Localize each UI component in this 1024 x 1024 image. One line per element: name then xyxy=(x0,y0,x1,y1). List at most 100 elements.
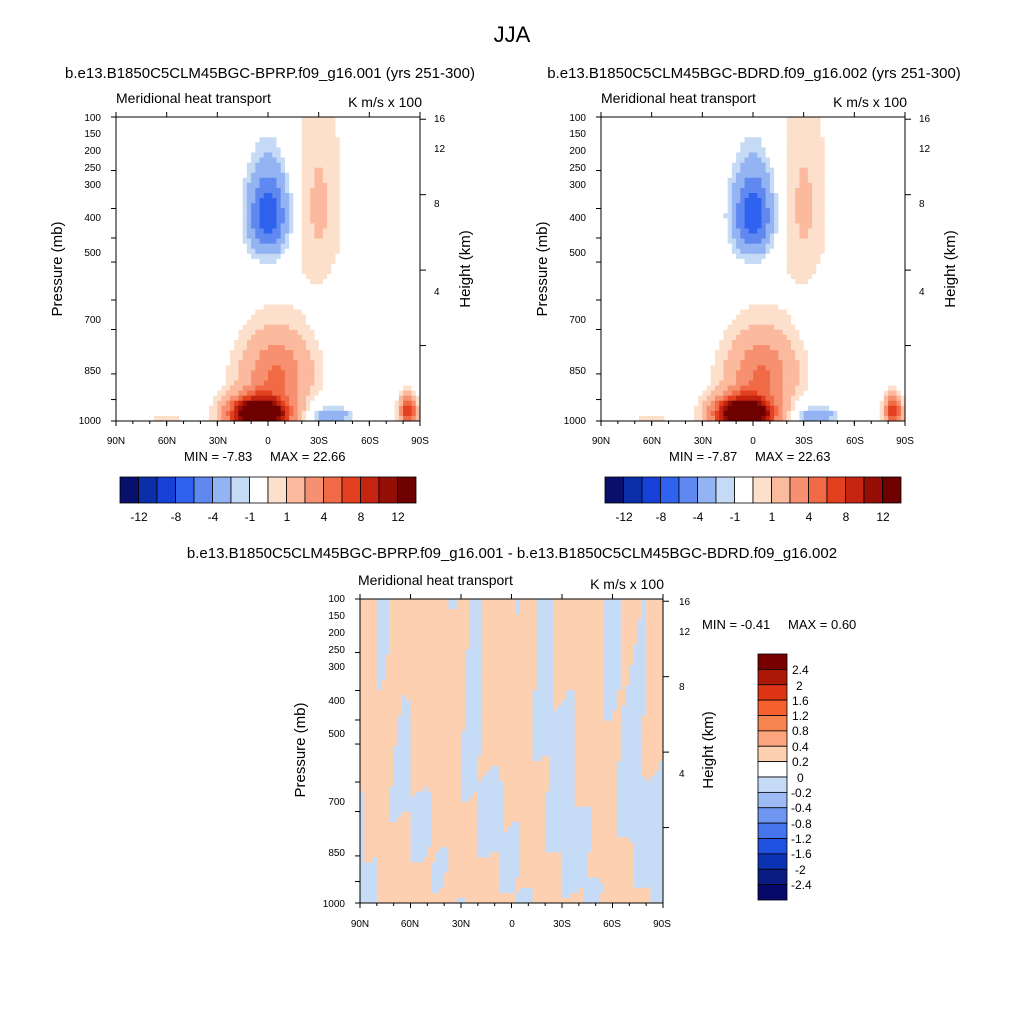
heatmap-cell xyxy=(242,350,248,356)
heatmap-cell xyxy=(280,395,286,402)
heatmap-cell xyxy=(394,365,400,371)
heatmap-cell xyxy=(137,400,142,407)
heatmap-cell xyxy=(259,350,265,356)
heatmap-cell xyxy=(141,329,146,336)
heatmap-cell xyxy=(200,324,206,331)
heatmap-cell xyxy=(344,147,349,153)
heatmap-cell xyxy=(382,314,387,321)
heatmap-cell xyxy=(259,294,265,300)
heatmap-cell xyxy=(297,208,303,214)
heatmap-cell xyxy=(339,370,345,376)
heatmap-cell xyxy=(390,117,396,123)
x-tick-label: 60N xyxy=(401,919,419,930)
heatmap-cell xyxy=(344,132,349,138)
y-ticks: 100 150 200 250 300 400 500 700 850 1000 xyxy=(564,113,587,427)
heatmap-cell xyxy=(192,400,197,407)
heatmap-cell xyxy=(365,385,370,391)
heatmap-cell xyxy=(765,117,771,123)
heatmap-cell xyxy=(120,198,125,204)
heatmap-cell xyxy=(289,182,294,189)
heatmap-cell xyxy=(196,187,201,194)
heatmap-cell xyxy=(120,289,125,295)
heatmap-cell xyxy=(213,218,218,224)
heatmap-cell xyxy=(255,228,260,234)
heatmap-cell xyxy=(875,142,881,148)
heatmap-cell xyxy=(255,309,260,315)
heatmap-cell xyxy=(892,127,897,133)
heatmap-cell xyxy=(411,177,417,184)
heatmap-cell xyxy=(196,157,201,163)
heatmap-cell xyxy=(187,243,193,250)
heatmap-cell xyxy=(373,309,379,315)
heatmap-cell xyxy=(137,157,142,163)
heatmap-cell xyxy=(124,243,130,250)
heatmap-cell xyxy=(141,400,146,407)
heatmap-cell xyxy=(141,172,146,179)
heatmap-cell xyxy=(382,405,387,412)
heatmap-cell xyxy=(170,380,176,386)
heatmap-cell xyxy=(124,258,130,265)
heatmap-cell xyxy=(158,233,163,239)
heatmap-cell xyxy=(327,405,332,412)
heatmap-cell xyxy=(289,127,294,133)
heatmap-cell xyxy=(149,324,155,331)
heatmap-cell xyxy=(403,360,408,366)
heatmap-cell xyxy=(268,319,273,326)
heatmap-cell xyxy=(655,117,661,123)
heatmap-cell xyxy=(145,193,151,199)
heatmap-cell xyxy=(647,132,653,138)
heatmap-cell xyxy=(322,172,328,179)
heatmap-cell xyxy=(352,269,358,275)
heatmap-cell xyxy=(322,309,328,315)
heatmap-cell xyxy=(251,345,256,351)
heatmap-cell xyxy=(613,137,619,143)
heatmap-cell xyxy=(196,263,201,270)
heatmap-cell xyxy=(289,350,294,356)
heatmap-cell xyxy=(166,162,172,169)
heatmap-cell xyxy=(335,304,341,310)
heatmap-cell xyxy=(116,157,121,163)
heatmap-cell xyxy=(858,122,864,128)
heatmap-cell xyxy=(382,329,387,336)
heatmap-cell xyxy=(900,127,906,133)
heatmap-cell xyxy=(128,380,134,386)
heatmap-cell xyxy=(331,350,336,356)
heatmap-cell xyxy=(626,137,631,143)
heatmap-cell xyxy=(386,122,391,128)
heatmap-cell xyxy=(386,218,391,224)
heatmap-cell xyxy=(272,248,277,255)
heatmap-cell xyxy=(276,243,282,250)
heatmap-cell xyxy=(246,294,252,300)
heatmap-cell xyxy=(132,238,138,245)
heatmap-cell xyxy=(791,137,796,143)
colorbar-swatch xyxy=(323,476,343,504)
heatmap-cell xyxy=(175,329,180,336)
heatmap-cell xyxy=(217,213,222,219)
heatmap-cell xyxy=(318,213,324,219)
heatmap-cell xyxy=(158,243,163,250)
heatmap-cell xyxy=(394,375,400,381)
heatmap-cell xyxy=(166,284,172,290)
heatmap-cell xyxy=(204,253,210,260)
heatmap-cell xyxy=(280,284,286,290)
heatmap-cell xyxy=(276,395,282,402)
heatmap-cell xyxy=(335,334,341,341)
heatmap-cell xyxy=(238,304,244,310)
heatmap-cell xyxy=(132,117,138,123)
heatmap-cell xyxy=(145,122,151,128)
heatmap-cell xyxy=(681,117,686,123)
heatmap-cell xyxy=(344,380,349,386)
heatmap-cell xyxy=(132,339,138,346)
heatmap-cell xyxy=(170,147,176,153)
heatmap-cell xyxy=(196,213,201,219)
heatmap-cell xyxy=(170,294,176,300)
heatmap-cell xyxy=(213,167,218,174)
heatmap-cell xyxy=(293,339,298,346)
heatmap-cell xyxy=(377,269,383,275)
heatmap-cell xyxy=(187,309,193,315)
heatmap-cell xyxy=(318,284,324,290)
heatmap-cell xyxy=(900,122,906,128)
heatmap-cell xyxy=(280,263,286,270)
heatmap-cell xyxy=(272,152,277,158)
heatmap-cell xyxy=(230,137,235,143)
